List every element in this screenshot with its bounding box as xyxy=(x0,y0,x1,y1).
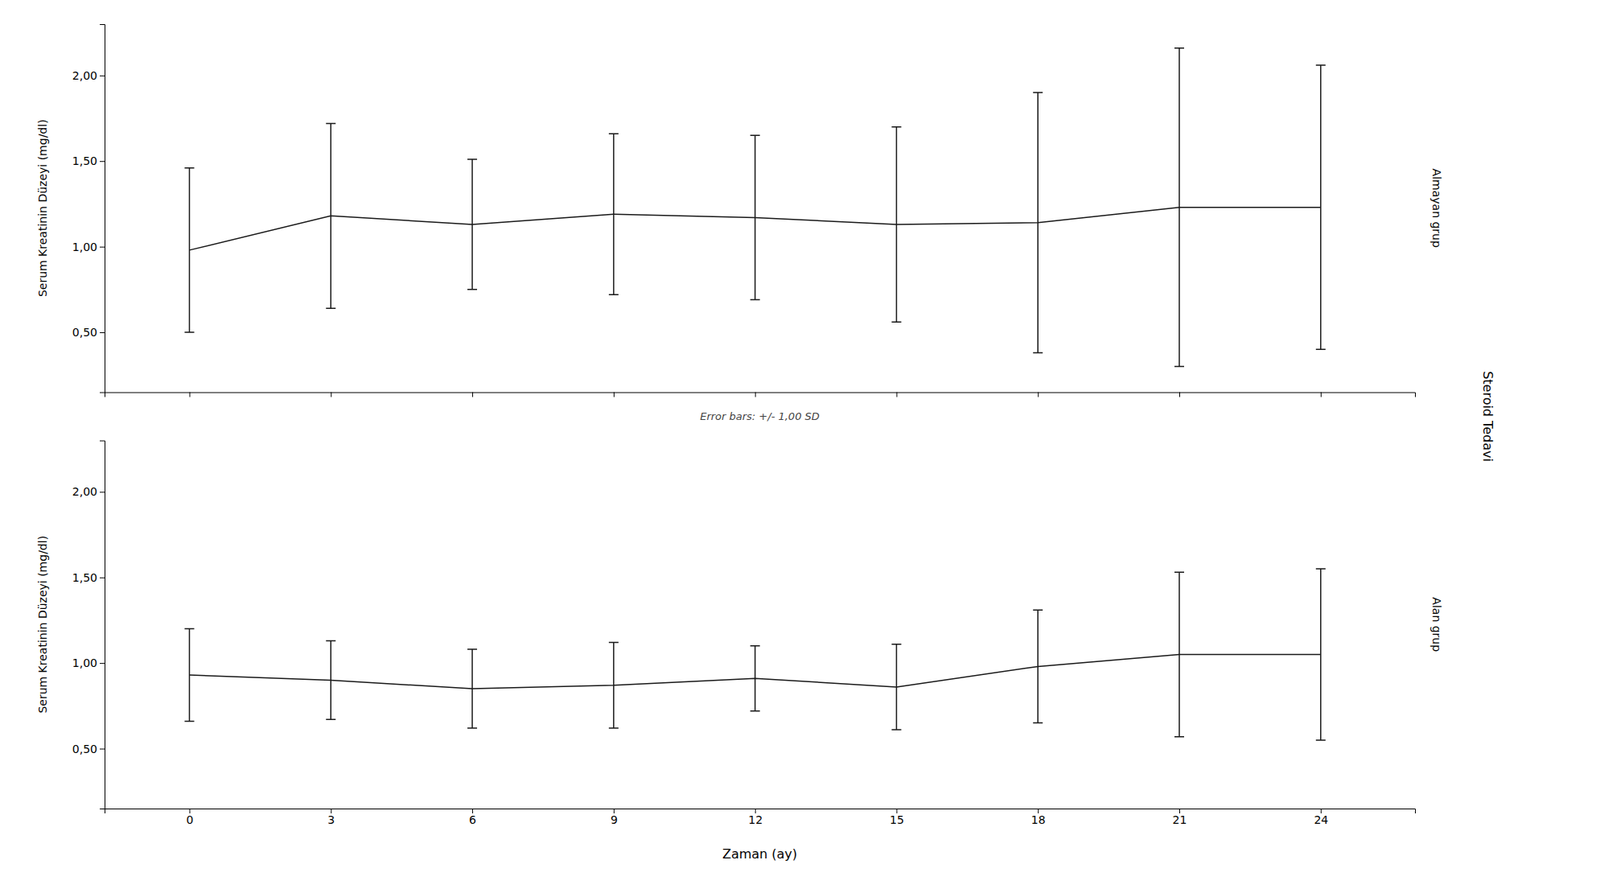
x-tick-label: 3 xyxy=(327,813,335,827)
x-tick xyxy=(330,392,332,398)
y-tick-mark xyxy=(99,577,105,579)
x-tick xyxy=(1179,392,1181,398)
error-bar xyxy=(750,135,761,300)
x-axis-line xyxy=(105,392,1416,398)
x-tick-mark xyxy=(613,392,615,398)
error-bar xyxy=(1174,48,1185,367)
y-tick: 2,00 xyxy=(72,69,105,83)
y-tick: 1,00 xyxy=(72,240,105,254)
y-axis-title: Serum Kreatinin Düzeyi (mg/dl) xyxy=(36,535,50,714)
x-axis: 0 3 6 9 12 15 18 21 24 xyxy=(105,808,1416,827)
annotation: Error bars: +/- 1,00 SD xyxy=(699,410,820,423)
error-bar xyxy=(467,649,478,729)
error-bar xyxy=(1174,571,1185,737)
panel: 0,50 1,00 1,50 2,00 Serum Kreatinin Düzeyi (… xyxy=(36,24,1444,398)
error-bar xyxy=(184,168,194,333)
x-tick: 0 xyxy=(186,808,194,827)
y-tick: 0,50 xyxy=(72,325,105,339)
x-tick-mark xyxy=(1179,392,1181,398)
panel: 0 3 6 9 12 15 18 21 24 0,50 1,00 1,50 2,00 Serum Krea… xyxy=(36,440,1444,862)
x-tick-label: 15 xyxy=(889,813,905,827)
error-bar xyxy=(184,629,194,722)
x-tick-mark xyxy=(1037,392,1039,398)
panel-title: Alan grup xyxy=(1430,596,1444,652)
y-axis: 0,50 1,00 1,50 2,00 xyxy=(72,440,106,810)
y-axis: 0,50 1,00 1,50 2,00 xyxy=(72,24,106,394)
y-tick-mark xyxy=(99,75,105,77)
error-bar xyxy=(1316,65,1326,350)
panel-title: Almayan grup xyxy=(1430,168,1444,248)
x-tick: 15 xyxy=(889,808,905,827)
y-tick-mark xyxy=(99,662,105,664)
y-tick-label: 2,00 xyxy=(72,485,98,498)
x-tick: 21 xyxy=(1172,808,1188,827)
error-bar xyxy=(1032,609,1043,723)
plot-area xyxy=(184,48,1325,367)
plot-area xyxy=(184,568,1325,741)
y-tick-mark xyxy=(99,491,105,493)
y-tick-mark xyxy=(99,160,105,162)
y-tick-label: 1,00 xyxy=(72,656,98,670)
y-tick: 2,00 xyxy=(72,485,105,498)
y-tick-label: 2,00 xyxy=(72,69,98,83)
y-axis-line xyxy=(99,440,106,810)
error-bar xyxy=(1316,568,1326,741)
x-tick-label: 21 xyxy=(1172,813,1188,827)
x-tick-label: 6 xyxy=(468,813,477,827)
x-tick-label: 0 xyxy=(186,813,194,827)
y-tick: 1,50 xyxy=(72,154,105,168)
x-tick-label: 12 xyxy=(748,813,763,827)
x-tick-mark xyxy=(896,392,897,398)
x-tick-label: 9 xyxy=(610,813,618,827)
x-tick xyxy=(189,392,190,398)
x-tick: 24 xyxy=(1313,808,1329,827)
error-bar xyxy=(467,159,478,290)
x-tick: 3 xyxy=(327,808,335,827)
error-bar xyxy=(891,127,901,323)
y-tick-label: 1,00 xyxy=(72,240,98,254)
error-bar xyxy=(891,644,901,730)
x-tick: 6 xyxy=(468,808,477,827)
y-tick: 1,00 xyxy=(72,656,105,670)
x-tick-label: 24 xyxy=(1313,813,1329,827)
x-tick xyxy=(896,392,897,398)
y-tick-mark xyxy=(99,246,105,248)
x-tick-label: 18 xyxy=(1031,813,1046,827)
x-axis xyxy=(105,392,1416,398)
y-tick-label: 0,50 xyxy=(72,742,98,756)
error-bar xyxy=(1032,92,1043,353)
x-tick xyxy=(472,392,474,398)
x-tick: 18 xyxy=(1031,808,1046,827)
y-tick-mark xyxy=(99,748,105,750)
x-tick-mark xyxy=(1320,392,1322,398)
x-tick-mark xyxy=(472,392,474,398)
y-tick: 1,50 xyxy=(72,571,105,585)
annotation: Steroid Tedavi xyxy=(1480,370,1496,462)
error-bar xyxy=(325,123,336,309)
y-tick: 0,50 xyxy=(72,742,105,756)
x-tick-mark xyxy=(330,392,332,398)
x-tick-mark xyxy=(755,392,757,398)
x-axis-title: Zaman (ay) xyxy=(722,846,798,862)
x-tick-mark xyxy=(189,392,190,398)
error-bar xyxy=(608,642,619,729)
error-bar xyxy=(750,645,761,712)
error-bar xyxy=(608,133,619,295)
x-tick xyxy=(613,392,615,398)
y-axis-line xyxy=(99,24,106,394)
x-tick: 12 xyxy=(748,808,763,827)
y-tick-label: 1,50 xyxy=(72,571,98,585)
y-tick-label: 1,50 xyxy=(72,154,98,168)
x-tick: 9 xyxy=(610,808,618,827)
chart: 0,50 1,00 1,50 2,00 Serum Kreatinin Düzeyi (… xyxy=(0,0,1600,889)
error-bar xyxy=(325,640,336,720)
x-tick xyxy=(1320,392,1322,398)
y-tick-mark xyxy=(99,332,105,334)
y-tick-label: 0,50 xyxy=(72,325,98,339)
x-tick xyxy=(755,392,757,398)
y-axis-title: Serum Kreatinin Düzeyi (mg/dl) xyxy=(36,119,50,297)
x-tick xyxy=(1037,392,1039,398)
